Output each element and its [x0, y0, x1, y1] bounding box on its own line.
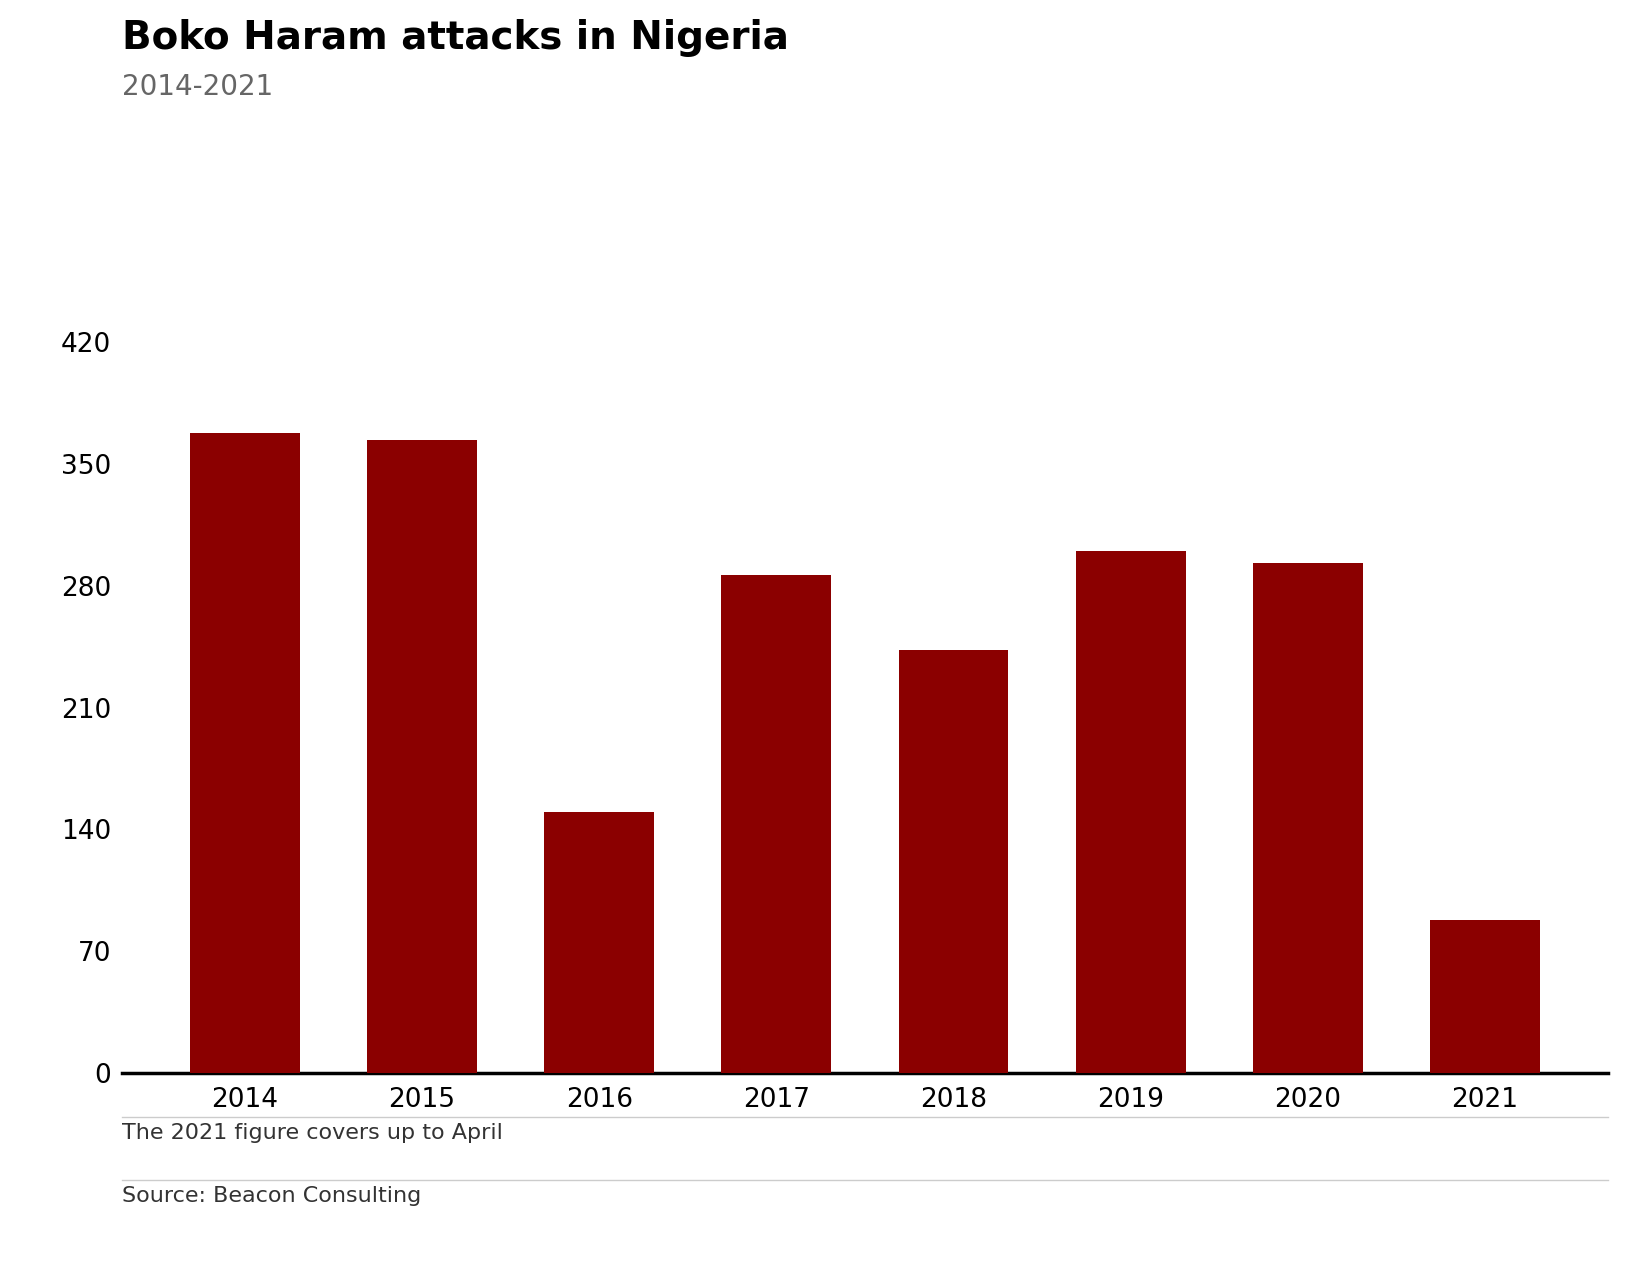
Bar — [899, 650, 1009, 1073]
Bar — [721, 575, 831, 1073]
Bar — [189, 433, 300, 1073]
Bar — [1075, 551, 1186, 1073]
Text: Boko Haram attacks in Nigeria: Boko Haram attacks in Nigeria — [122, 19, 790, 57]
Text: BBC: BBC — [1518, 1210, 1572, 1235]
Bar — [367, 439, 477, 1073]
Bar — [1253, 563, 1363, 1073]
Bar — [543, 811, 654, 1073]
Text: Source: Beacon Consulting: Source: Beacon Consulting — [122, 1186, 421, 1206]
Bar — [1430, 920, 1541, 1073]
Text: 2014-2021: 2014-2021 — [122, 73, 274, 101]
Text: The 2021 figure covers up to April: The 2021 figure covers up to April — [122, 1123, 503, 1143]
